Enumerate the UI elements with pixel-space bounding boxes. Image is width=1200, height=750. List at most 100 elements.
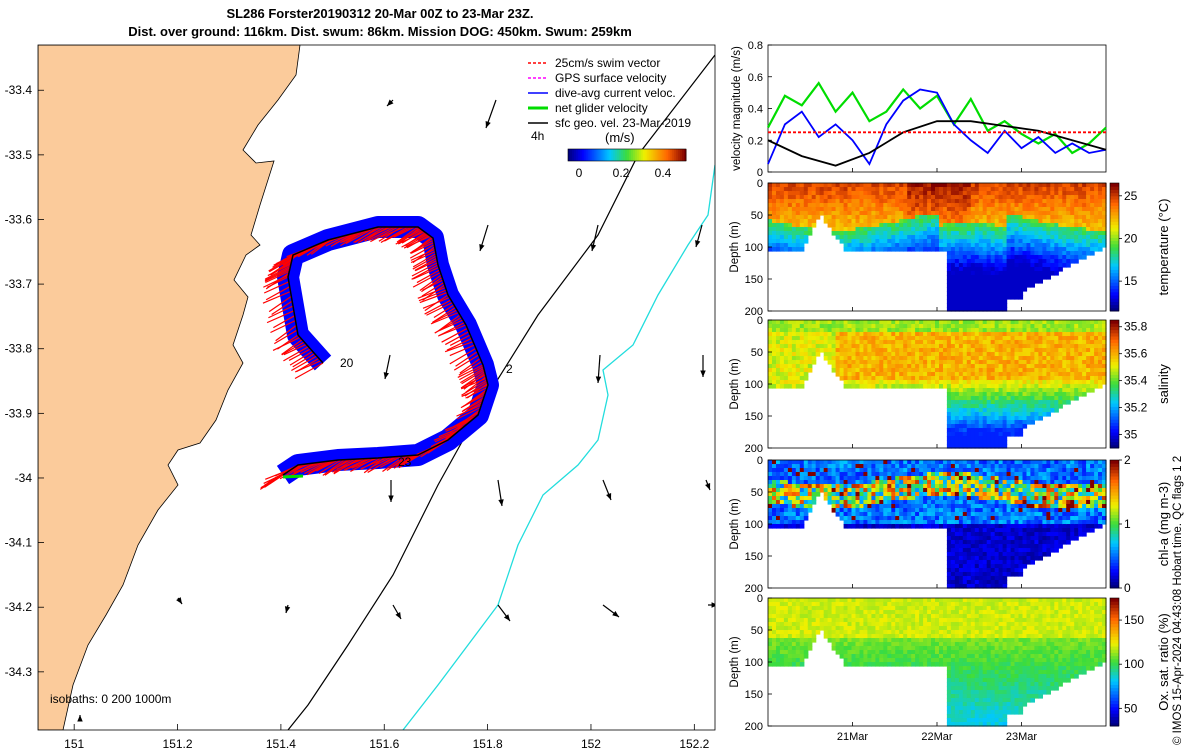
heatmap-cell xyxy=(899,183,904,188)
heatmap-cell xyxy=(927,344,932,349)
heatmap-cell xyxy=(823,199,829,204)
heatmap-cell xyxy=(1070,348,1075,353)
heatmap-cell xyxy=(839,352,845,357)
heatmap-cell xyxy=(795,508,801,513)
heatmap-cell xyxy=(772,247,777,252)
heatmap-cell xyxy=(863,492,868,497)
heatmap-cell xyxy=(962,576,968,581)
heatmap-cell xyxy=(779,520,785,525)
heatmap-cell xyxy=(982,484,988,489)
heatmap-cell xyxy=(986,267,992,272)
heatmap-cell xyxy=(843,352,849,357)
colorbar-cell xyxy=(1110,195,1119,200)
heatmap-cell xyxy=(1014,376,1020,381)
heatmap-cell xyxy=(946,187,952,192)
heatmap-cell xyxy=(839,508,845,513)
heatmap-cell xyxy=(1102,203,1107,208)
heatmap-cell xyxy=(772,348,777,353)
heatmap-cell xyxy=(1034,279,1039,284)
heatmap-cell xyxy=(970,548,976,553)
heatmap-cell xyxy=(1002,364,1008,369)
heatmap-cell xyxy=(879,372,884,377)
heatmap-cell xyxy=(982,380,988,385)
heatmap-cell xyxy=(1070,388,1075,393)
heatmap-cell xyxy=(839,460,845,465)
heatmap-cell xyxy=(831,320,837,325)
heatmap-cell xyxy=(887,516,892,521)
heatmap-cell xyxy=(1010,372,1016,377)
heatmap-cell xyxy=(883,211,888,216)
heatmap-cell xyxy=(851,484,857,489)
heatmap-cell xyxy=(994,336,1000,341)
heatmap-cell xyxy=(907,372,912,377)
heatmap-cell xyxy=(1014,420,1020,425)
heatmap-cell xyxy=(851,460,857,465)
heatmap-cell xyxy=(1030,271,1035,276)
heatmap-cell xyxy=(982,243,988,248)
depth-tick-label: 200 xyxy=(745,443,763,455)
heatmap-cell xyxy=(998,444,1004,449)
heatmap-cell xyxy=(998,428,1004,433)
swim-vector xyxy=(444,341,474,353)
heatmap-cell xyxy=(939,348,944,353)
heatmap-cell xyxy=(879,480,884,485)
heatmap-cell xyxy=(915,243,920,248)
heatmap-cell xyxy=(879,219,884,224)
swim-vector xyxy=(445,420,471,432)
heatmap-cell xyxy=(839,187,845,192)
heatmap-cell xyxy=(776,376,781,381)
heatmap-cell xyxy=(990,255,996,260)
heatmap-cell xyxy=(799,340,805,345)
heatmap-cell xyxy=(943,376,948,381)
heatmap-cell xyxy=(787,324,793,329)
heatmap-cell xyxy=(962,380,968,385)
heatmap-cell xyxy=(1030,215,1035,220)
heatmap-cell xyxy=(867,352,872,357)
heatmap-cell xyxy=(807,231,813,236)
heatmap-cell xyxy=(783,336,789,341)
heatmap-cell xyxy=(839,488,845,493)
heatmap-cell xyxy=(1062,255,1067,260)
heatmap-cell xyxy=(970,392,976,397)
heatmap-cell xyxy=(950,564,956,569)
heatmap-cell xyxy=(931,183,936,188)
heatmap-cell xyxy=(966,307,972,312)
heatmap-cell xyxy=(946,340,952,345)
heatmap-cell xyxy=(958,320,964,325)
heatmap-cell xyxy=(974,231,980,236)
heatmap-cell xyxy=(1094,368,1099,373)
heatmap-cell xyxy=(978,352,984,357)
swim-vector xyxy=(288,348,311,361)
heatmap-cell xyxy=(970,223,976,228)
colorbar-cell xyxy=(1110,444,1119,449)
heatmap-cell xyxy=(768,460,773,465)
heatmap-cell xyxy=(1030,227,1035,232)
heatmap-cell xyxy=(927,348,932,353)
heatmap-cell xyxy=(998,275,1004,280)
heatmap-cell xyxy=(990,263,996,268)
heatmap-cell xyxy=(970,303,976,308)
heatmap-cell xyxy=(803,235,809,240)
heatmap-cell xyxy=(871,207,876,212)
heatmap-cell xyxy=(943,516,948,521)
heatmap-cell xyxy=(903,476,908,481)
heatmap-cell xyxy=(1102,356,1107,361)
heatmap-cell xyxy=(903,227,908,232)
heatmap-cell xyxy=(978,568,984,573)
heatmap-cell xyxy=(1006,384,1012,389)
heatmap-cell xyxy=(907,227,912,232)
heatmap-cell xyxy=(954,295,960,300)
heatmap-cell xyxy=(986,500,992,505)
heatmap-cell xyxy=(851,191,857,196)
heatmap-cell xyxy=(1014,295,1020,300)
heatmap-cell xyxy=(966,336,972,341)
heatmap-cell xyxy=(966,524,972,529)
heatmap-cell xyxy=(1014,227,1020,232)
heatmap-cell xyxy=(943,336,948,341)
legend-label: GPS surface velocity xyxy=(555,71,666,85)
heatmap-cell xyxy=(950,195,956,200)
depth-tick-label: 100 xyxy=(745,379,763,391)
heatmap-cell xyxy=(839,235,845,240)
heatmap-cell xyxy=(1078,324,1083,329)
heatmap-cell xyxy=(946,348,952,353)
